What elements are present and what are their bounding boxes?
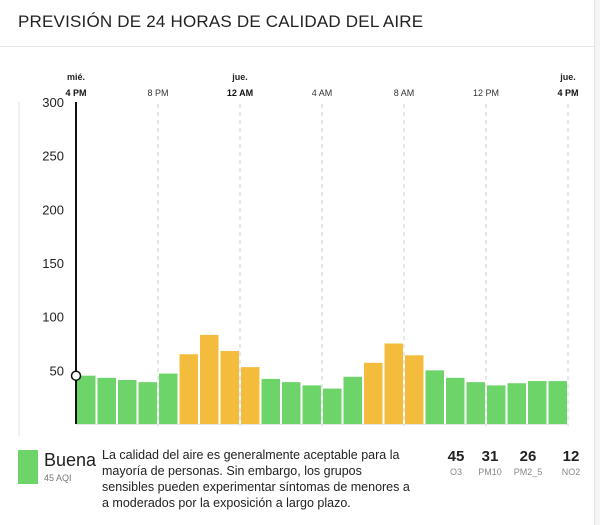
forecast-chart-svg[interactable]: mié. 4 PM 8 PM jue. 12 AM 4 AM 8 AM 12 PM jue. 4 … [0,46,594,436]
card-header: PREVISIÓN DE 24 HORAS DE CALIDAD DEL AIR… [0,0,594,47]
forecast-footer: Buena 45 AQI La calidad del aire es gene… [0,436,594,525]
category-aqi: 45 AQI [44,473,72,483]
x-tick-day-label: mié. [67,72,85,82]
x-tick-day-label: jue. [559,72,576,82]
x-tick-time-label: 4 PM [557,88,578,98]
pollutant-name: O3 [449,467,462,477]
pollutant-value: 31 [481,448,499,465]
x-tick-time-label: 4 AM [312,88,333,98]
aqi-bar[interactable] [302,385,322,424]
category-color-swatch [18,450,38,484]
card-title: PREVISIÓN DE 24 HORAS DE CALIDAD DEL AIR… [18,12,424,31]
pollutant-o3: 45 O3 [436,448,476,477]
aqi-bar[interactable] [77,375,96,424]
x-tick-day-label: jue. [231,72,248,82]
aqi-bar[interactable] [241,367,260,424]
aqi-bar[interactable] [364,362,383,424]
x-tick-time-label: 4 PM [65,88,86,98]
pollutant-name: NO2 [561,467,581,477]
pollutant-value: 45 [447,448,465,465]
aqi-bar[interactable] [487,385,506,424]
forecast-chart[interactable]: mié. 4 PM 8 PM jue. 12 AM 4 AM 8 AM 12 PM jue. 4 … [0,46,594,436]
aqi-bar[interactable] [159,373,178,424]
category-label: Buena [44,450,97,470]
x-tick-time-label: 12 PM [473,88,499,98]
aqi-bar[interactable] [405,355,424,424]
aqi-bar[interactable] [528,381,547,424]
pollutant-name: PM10 [478,467,502,477]
x-tick-time-label: 8 AM [394,88,415,98]
aqi-bar[interactable] [200,334,219,424]
pollutant-value: 12 [562,448,580,465]
aqi-bar[interactable] [179,354,199,424]
pollutant-pm2-5: 26 PM2_5 [508,448,548,477]
aqi-bar[interactable] [425,370,445,424]
pollutant-no2: 12 NO2 [551,448,591,477]
aqi-bar[interactable] [343,376,363,424]
aqi-bar[interactable] [282,382,301,424]
pollutant-name: PM2_5 [513,467,543,477]
pollutant-value: 26 [519,448,537,465]
x-tick-time-label: 12 AM [227,88,253,98]
aqi-bar[interactable] [261,378,281,424]
aqi-bar[interactable] [220,351,240,424]
y-tick-label: 200 [42,202,64,217]
aqi-bar[interactable] [138,382,158,424]
y-tick-label: 50 [50,363,64,378]
y-tick-label: 300 [42,95,64,110]
aqi-bar[interactable] [446,377,465,424]
aqi-bar[interactable] [548,381,568,424]
pollutant-pm10: 31 PM10 [470,448,510,477]
y-tick-label: 250 [42,149,64,164]
category-description: La calidad del aire es generalmente acep… [102,448,410,510]
y-tick-label: 150 [42,256,64,271]
aqi-bar[interactable] [97,377,117,424]
aqi-bar[interactable] [118,379,137,424]
current-value-marker[interactable] [70,370,82,381]
aqi-bar[interactable] [507,383,527,424]
aqi-bar[interactable] [384,343,404,425]
aqi-bar[interactable] [466,382,486,424]
y-tick-label: 100 [42,310,64,325]
x-tick-time-label: 8 PM [147,88,168,98]
aqi-bar[interactable] [323,388,342,424]
